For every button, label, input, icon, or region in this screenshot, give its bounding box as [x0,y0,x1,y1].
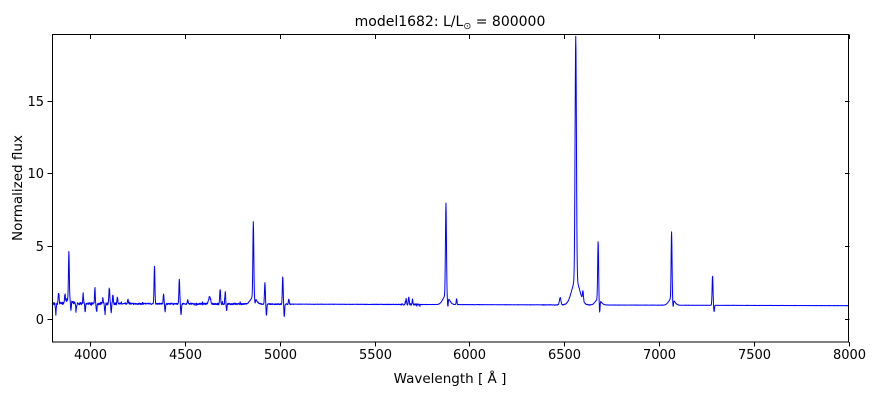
plot-title-prefix: model1682: L/L [355,14,464,30]
tick-label: 5500 [359,348,392,363]
tick-label: 7000 [643,348,676,363]
y-axis-label: Normalized flux [10,135,26,241]
spectrum-line-group [52,35,849,317]
tick-label: 5 [36,240,44,255]
solar-symbol: ⊙ [463,21,471,32]
plot-border [52,34,849,343]
tick-label: 4000 [74,348,107,363]
tick-label: 15 [27,95,44,110]
plot-title: model1682: L/L⊙ = 800000 [355,14,546,32]
tick-label: 7500 [738,348,771,363]
axis-tick-labels: 4000 4500 5000 5500 6000 6500 7000 7500 8000 0 5 10… [27,95,866,363]
tick-label: 8000 [833,348,866,363]
tick-label: 6500 [548,348,581,363]
tick-label: 10 [27,167,44,182]
tick-label: 6000 [453,348,486,363]
plot-area [52,34,849,342]
tick-label: 4500 [169,348,202,363]
plot-title-suffix: = 800000 [471,14,545,30]
tick-label: 0 [36,313,44,328]
tick-label: 5000 [264,348,297,363]
spectrum-line [52,35,849,317]
x-axis-label: Wavelength [ Å ] [394,370,507,387]
